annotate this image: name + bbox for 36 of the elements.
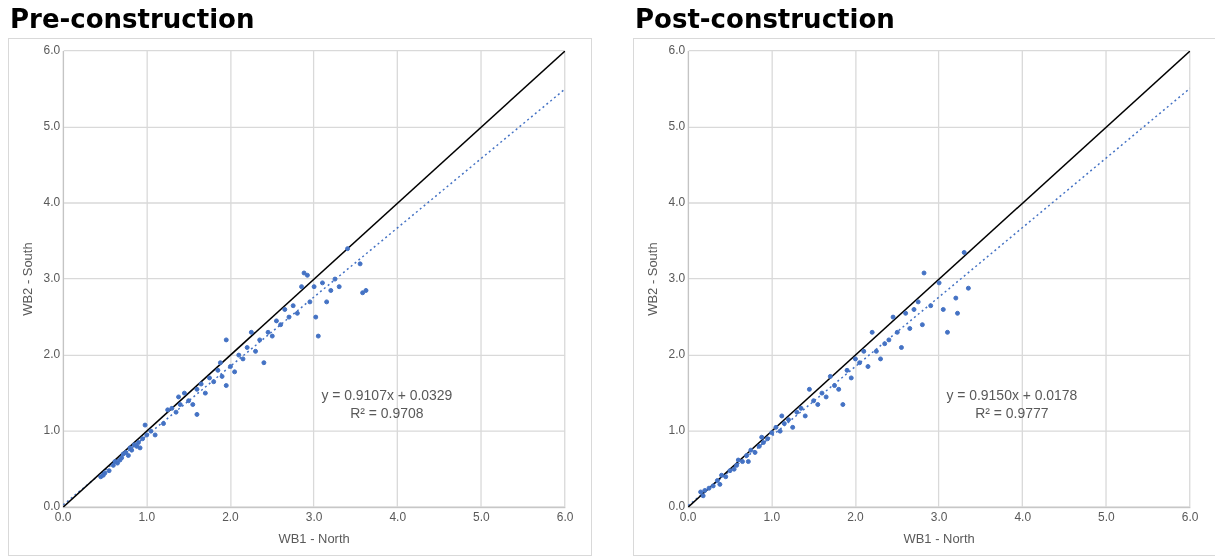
y-tick-label: 4.0 <box>668 195 686 210</box>
x-axis-title: WB1 - North <box>278 530 350 546</box>
y-axis-title: WB2 - South <box>645 242 661 316</box>
y-tick-label: 4.0 <box>43 195 61 210</box>
y-tick-label: 1.0 <box>43 423 61 438</box>
x-tick-label: 5.0 <box>473 509 491 524</box>
annotation: y = 0.9107x + 0.0329 <box>321 387 453 404</box>
annotation: R² = 0.9708 <box>350 405 424 422</box>
x-tick-label: 6.0 <box>556 509 574 524</box>
y-tick-label: 2.0 <box>43 347 61 362</box>
chart-title: Pre-construction <box>10 4 255 34</box>
x-tick-label: 2.0 <box>222 509 240 524</box>
x-tick-label: 4.0 <box>1014 509 1032 524</box>
y-tick-label: 3.0 <box>43 271 61 286</box>
y-tick-label: 6.0 <box>668 43 686 58</box>
y-tick-label: 1.0 <box>668 423 686 438</box>
annotation: y = 0.9150x + 0.0178 <box>946 387 1078 404</box>
x-tick-label: 0.0 <box>679 509 697 524</box>
x-tick-label: 2.0 <box>847 509 865 524</box>
y-tick-label: 5.0 <box>668 119 686 134</box>
y-axis-title: WB2 - South <box>20 242 36 316</box>
x-tick-label: 6.0 <box>1181 509 1199 524</box>
x-tick-label: 3.0 <box>305 509 323 524</box>
x-tick-label: 5.0 <box>1098 509 1116 524</box>
x-tick-label: 1.0 <box>138 509 156 524</box>
x-axis-title: WB1 - North <box>903 530 975 546</box>
x-tick-label: 1.0 <box>763 509 781 524</box>
y-tick-label: 2.0 <box>668 347 686 362</box>
chart-title: Post-construction <box>635 4 895 34</box>
annotation: R² = 0.9777 <box>975 405 1049 422</box>
x-tick-label: 4.0 <box>389 509 407 524</box>
x-tick-label: 3.0 <box>930 509 948 524</box>
y-tick-label: 5.0 <box>43 119 61 134</box>
x-tick-label: 0.0 <box>54 509 72 524</box>
y-tick-label: 3.0 <box>668 271 686 286</box>
y-tick-label: 6.0 <box>43 43 61 58</box>
